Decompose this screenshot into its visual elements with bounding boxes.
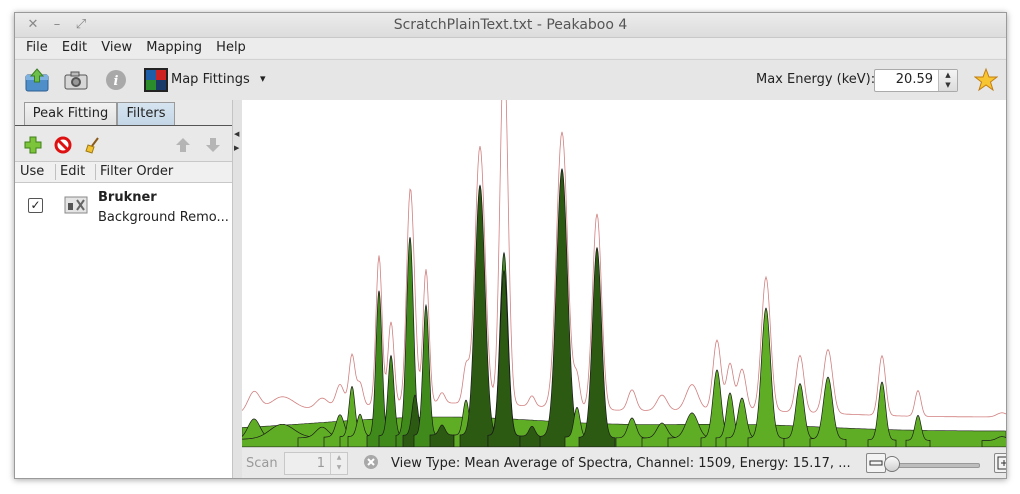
scan-value[interactable]: 1 [316, 456, 325, 471]
filter-use-checkbox[interactable]: ✓ [28, 198, 43, 213]
filters-panel: Peak Fitting Filters Use Edit Filter Ord… [15, 100, 232, 478]
column-separator [55, 164, 56, 180]
column-edit[interactable]: Edit [60, 164, 86, 179]
fitted-peak [539, 168, 585, 448]
menu-mapping[interactable]: Mapping [146, 40, 203, 55]
fitted-peak [487, 269, 521, 448]
fitted-peak [783, 383, 817, 448]
table-header: Use Edit Filter Order [15, 162, 232, 183]
tab-filters[interactable]: Filters [117, 102, 175, 125]
fitted-peak [867, 381, 897, 448]
max-energy-stepper[interactable]: ▲ ▼ [938, 70, 957, 91]
add-icon[interactable] [24, 136, 42, 154]
map-fittings-button[interactable]: Map Fittings [171, 72, 250, 87]
menu-edit[interactable]: Edit [61, 40, 88, 55]
clear-icon[interactable] [84, 136, 102, 154]
max-energy-label: Max Energy (keV): [756, 72, 876, 87]
column-use[interactable]: Use [20, 164, 45, 179]
zoom-slider-track[interactable] [892, 463, 980, 468]
fitted-peak [578, 246, 616, 448]
svg-text:i: i [114, 74, 119, 89]
minimize-window-button[interactable]: – [53, 17, 61, 32]
filter-edit-icon[interactable] [64, 195, 88, 219]
scan-label: Scan [246, 456, 278, 471]
move-down-icon[interactable] [204, 136, 222, 154]
max-energy-input[interactable]: 20.59 ▲ ▼ [874, 69, 958, 92]
fitted-peak [809, 376, 847, 448]
status-bar: Scan 1 ▲ ▼ View Type: Mean Average of Spe… [242, 447, 1006, 478]
info-icon[interactable]: i [104, 67, 128, 93]
scan-stepper[interactable]: ▲ ▼ [330, 453, 347, 474]
zoom-slider-handle[interactable] [884, 456, 900, 472]
max-energy-value[interactable]: 20.59 [895, 72, 933, 87]
column-filter-order[interactable]: Filter Order [100, 164, 174, 179]
filter-name: Brukner [98, 190, 157, 205]
fitted-peak [413, 303, 439, 448]
tab-peak-fitting[interactable]: Peak Fitting [24, 102, 117, 125]
open-icon[interactable] [24, 67, 50, 93]
map-icon[interactable] [144, 67, 168, 93]
title-bar: ✕ – ⤢ ScratchPlainText.txt - Peakaboo 4 [15, 13, 1006, 38]
toolbar: i Map Fittings ▾ Max Energy (keV): 20.59… [15, 59, 1006, 101]
scan-input[interactable]: 1 ▲ ▼ [284, 452, 348, 475]
zoom-in-icon[interactable] [994, 453, 1006, 473]
raw-spectrum-line [241, 46, 1006, 418]
menu-bar: File Edit View Mapping Help [15, 38, 1006, 58]
maximize-window-button[interactable]: ⤢ [75, 17, 87, 32]
menu-file[interactable]: File [26, 40, 48, 55]
tab-divider [15, 125, 232, 126]
menu-view[interactable]: View [101, 40, 133, 55]
menu-help[interactable]: Help [216, 40, 246, 55]
spectrum-plot[interactable] [229, 46, 1006, 448]
fitted-peak [429, 424, 455, 448]
close-window-button[interactable]: ✕ [27, 17, 39, 32]
move-up-icon[interactable] [174, 136, 192, 154]
column-separator [95, 164, 96, 180]
fitted-peak [905, 414, 931, 448]
star-icon[interactable] [973, 67, 999, 93]
app-window: ✕ – ⤢ ScratchPlainText.txt - Peakaboo 4 … [14, 12, 1007, 479]
spectrum-chart [229, 46, 1006, 448]
map-fittings-dropdown[interactable]: ▾ [260, 72, 266, 85]
view-info-text: View Type: Mean Average of Spectra, Chan… [391, 456, 851, 471]
collapse-left-icon[interactable]: ◀ [234, 130, 240, 138]
fitted-peak [747, 307, 785, 448]
camera-icon[interactable] [64, 67, 88, 93]
zoom-out-icon[interactable] [866, 453, 886, 473]
remove-icon[interactable] [54, 136, 72, 154]
expand-right-icon[interactable]: ▶ [234, 144, 240, 152]
filters-table: Use Edit Filter Order ✓ Brukner Back [15, 161, 232, 478]
fitted-peak [981, 436, 1006, 448]
window-title: ScratchPlainText.txt - Peakaboo 4 [393, 17, 628, 33]
filter-description: Background Remo... [98, 210, 229, 225]
clear-scan-icon[interactable] [363, 454, 379, 474]
